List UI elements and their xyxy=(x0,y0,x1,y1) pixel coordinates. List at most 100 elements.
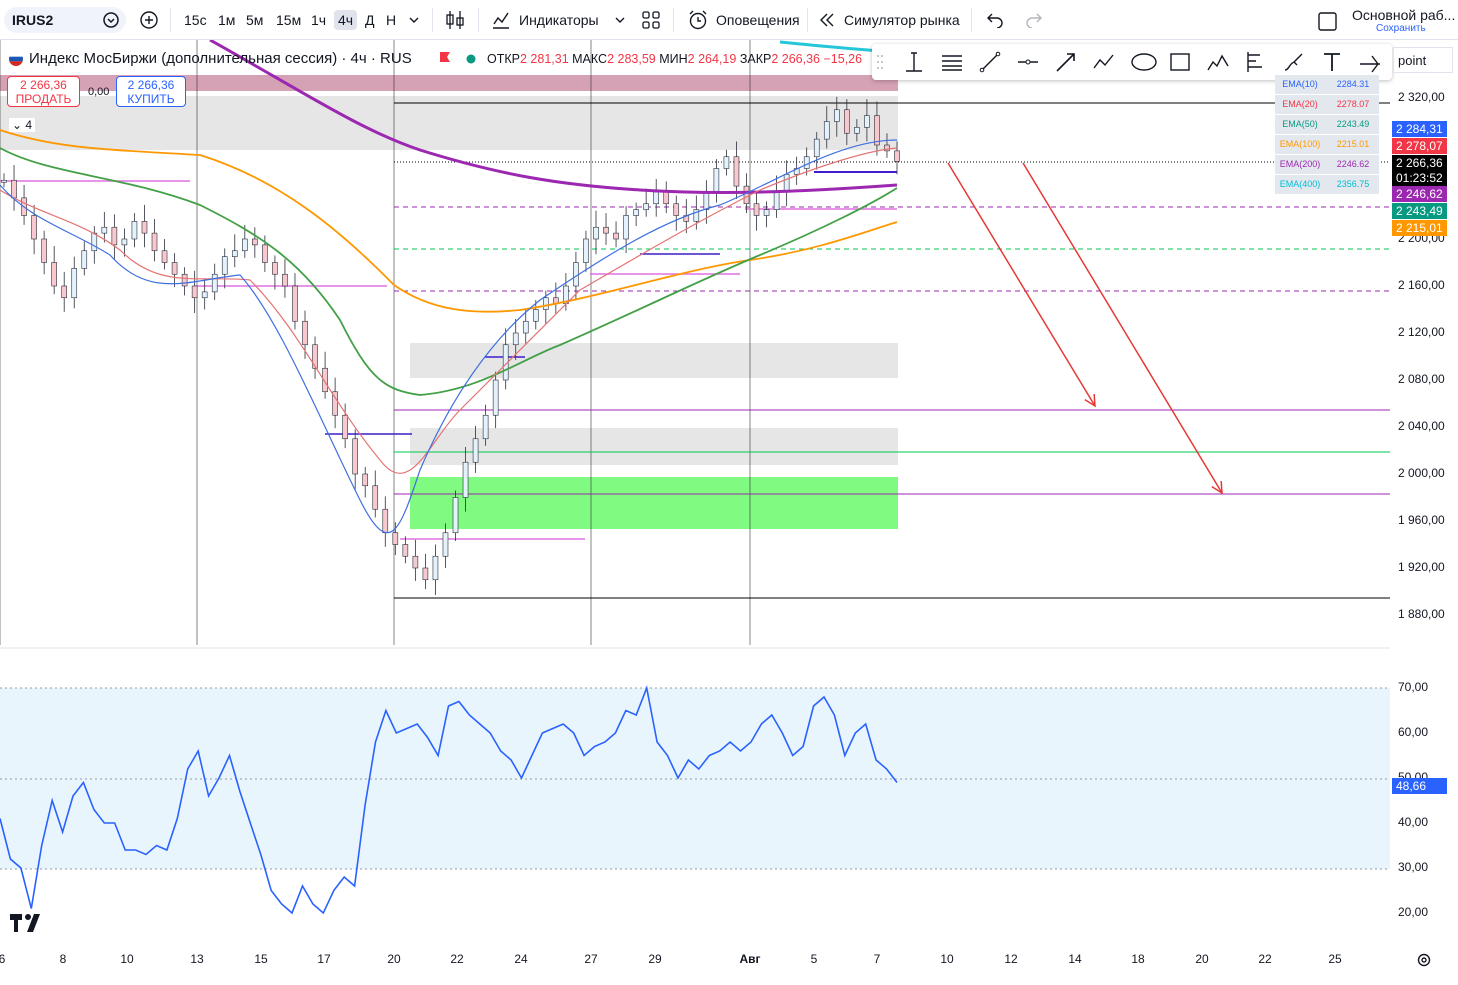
redo-icon[interactable] xyxy=(1025,12,1043,28)
rectangle-icon[interactable] xyxy=(1168,50,1192,74)
candle-body[interactable] xyxy=(773,191,780,210)
candles-icon[interactable] xyxy=(445,9,465,31)
symbol-search[interactable]: IRUS2 xyxy=(4,7,126,33)
candle-body[interactable] xyxy=(141,221,148,234)
gray-zone[interactable] xyxy=(410,343,898,378)
candle-body[interactable] xyxy=(272,262,278,275)
legend-title[interactable]: Индекс МосБиржи (дополнительная сессия) … xyxy=(29,50,412,67)
interval-week[interactable]: Н xyxy=(386,12,397,28)
forecast-arrow[interactable] xyxy=(947,162,1096,407)
ellipse-icon[interactable] xyxy=(1130,50,1158,74)
candle-body[interactable] xyxy=(322,367,328,393)
candle-body[interactable] xyxy=(131,221,138,240)
settings-gear-icon[interactable] xyxy=(1416,952,1432,968)
candle-body[interactable] xyxy=(201,291,208,299)
anchor-line-icon[interactable] xyxy=(902,50,926,74)
candle-body[interactable] xyxy=(663,191,670,205)
candle-body[interactable] xyxy=(543,297,549,310)
candle-body[interactable] xyxy=(823,121,830,140)
candle-body[interactable] xyxy=(713,168,720,193)
sell-button[interactable]: 2 266,36 ПРОДАТЬ xyxy=(7,76,80,107)
resistance-zone-top[interactable] xyxy=(0,75,898,91)
candle-body[interactable] xyxy=(262,244,268,263)
interval-4h[interactable]: 4ч xyxy=(334,10,358,30)
candle-body[interactable] xyxy=(382,508,389,534)
candle-body[interactable] xyxy=(161,250,168,263)
candle-body[interactable] xyxy=(312,344,318,369)
candle-body[interactable] xyxy=(462,461,469,498)
tradingview-logo[interactable] xyxy=(10,914,42,938)
indicators-button[interactable]: Индикаторы xyxy=(519,12,599,28)
candle-body[interactable] xyxy=(332,391,338,416)
candle-body[interactable] xyxy=(61,285,68,299)
candle-body[interactable] xyxy=(813,138,820,158)
path-icon[interactable] xyxy=(1092,50,1116,74)
candle-body[interactable] xyxy=(422,567,429,581)
candle-body[interactable] xyxy=(482,414,489,440)
candle-body[interactable] xyxy=(874,115,880,146)
candle-body[interactable] xyxy=(282,273,288,287)
indicators-collapse-toggle[interactable]: ⌄ 4 xyxy=(9,118,36,132)
candle-body[interactable] xyxy=(603,226,609,234)
candle-body[interactable] xyxy=(412,555,419,569)
candle-body[interactable] xyxy=(723,156,730,169)
candle-body[interactable] xyxy=(864,115,870,128)
candle-body[interactable] xyxy=(31,215,37,240)
candle-body[interactable] xyxy=(41,238,47,263)
candle-body[interactable] xyxy=(763,209,770,216)
measure-icon[interactable] xyxy=(1358,50,1382,74)
buy-button[interactable]: 2 266,36 КУПИТЬ xyxy=(116,76,186,107)
candle-body[interactable] xyxy=(242,238,248,252)
interval-15m[interactable]: 15м xyxy=(276,12,302,28)
candle-body[interactable] xyxy=(452,497,459,534)
candle-body[interactable] xyxy=(392,532,399,545)
undo-icon[interactable] xyxy=(986,12,1004,28)
candle-body[interactable] xyxy=(854,127,860,134)
trend-line-icon[interactable] xyxy=(978,50,1002,74)
horizontal-lines-icon[interactable] xyxy=(940,50,964,74)
gray-zone[interactable] xyxy=(410,428,898,465)
alarm-clock-icon[interactable] xyxy=(687,9,709,31)
candle-body[interactable] xyxy=(372,485,379,510)
elliott-wave-icon[interactable] xyxy=(1206,50,1230,74)
candle-body[interactable] xyxy=(522,320,529,334)
indicators-icon[interactable] xyxy=(491,10,511,30)
candle-body[interactable] xyxy=(753,203,760,216)
price-chart[interactable] xyxy=(0,40,1458,985)
save-link[interactable]: Сохранить xyxy=(1376,23,1426,34)
candle-body[interactable] xyxy=(121,238,128,246)
candle-body[interactable] xyxy=(151,232,158,252)
candle-body[interactable] xyxy=(402,544,409,557)
candle-body[interactable] xyxy=(633,209,639,216)
add-symbol-icon[interactable] xyxy=(139,10,159,30)
point-field[interactable]: point xyxy=(1393,47,1453,73)
candle-body[interactable] xyxy=(302,320,308,346)
candle-body[interactable] xyxy=(352,438,358,475)
alerts-button[interactable]: Оповещения xyxy=(716,12,800,28)
candle-body[interactable] xyxy=(593,226,599,240)
candle-body[interactable] xyxy=(783,174,790,193)
candle-body[interactable] xyxy=(191,285,198,299)
interval-5m[interactable]: 5м xyxy=(246,12,264,28)
candle-body[interactable] xyxy=(673,203,680,216)
candle-body[interactable] xyxy=(532,309,539,322)
candle-body[interactable] xyxy=(442,532,449,557)
candle-body[interactable] xyxy=(573,262,579,287)
candle-body[interactable] xyxy=(884,144,890,152)
candle-body[interactable] xyxy=(1,179,7,183)
candle-body[interactable] xyxy=(221,256,228,275)
candle-body[interactable] xyxy=(71,268,78,299)
candle-body[interactable] xyxy=(643,203,649,210)
flag-marker-icon[interactable] xyxy=(439,52,451,66)
candle-body[interactable] xyxy=(91,232,98,252)
candle-body[interactable] xyxy=(512,332,519,346)
candle-body[interactable] xyxy=(51,262,57,287)
interval-day[interactable]: Д xyxy=(365,12,375,28)
interval-1m[interactable]: 1м xyxy=(218,12,236,28)
candle-body[interactable] xyxy=(492,379,499,416)
brush-icon[interactable] xyxy=(1282,50,1306,74)
interval-1h[interactable]: 1ч xyxy=(311,12,327,28)
candle-body[interactable] xyxy=(583,238,589,263)
candle-body[interactable] xyxy=(101,226,108,234)
replay-rewind-icon[interactable] xyxy=(818,12,836,28)
